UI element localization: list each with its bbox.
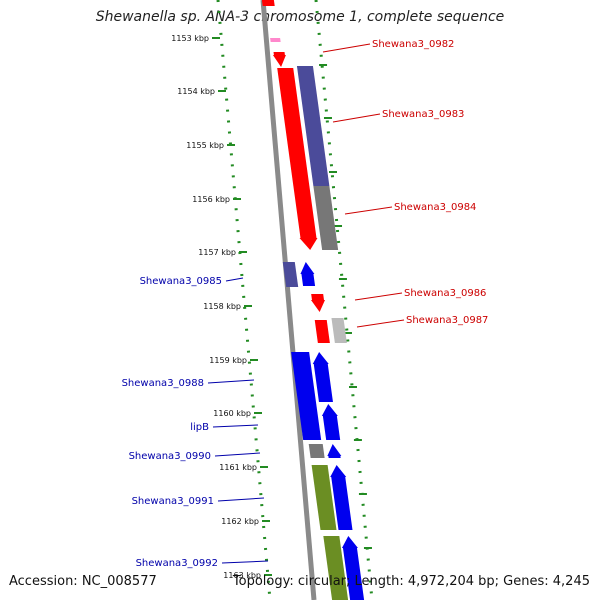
gene-label-text: Shewana3_0986 (404, 288, 486, 299)
gene-label-text: Shewana3_0992 (136, 558, 218, 569)
gene-shewana3-0987-b (331, 318, 347, 343)
gene-label-text: Shewana3_0988 (122, 378, 204, 389)
gene-label: Shewana3_0992 (136, 558, 269, 569)
chromosome-backbone (260, 0, 317, 600)
gene-shewana3-0985 (282, 262, 299, 287)
ruler-tick-label: 1158 kbp (203, 302, 241, 311)
gene-label-text: Shewana3_0985 (140, 276, 222, 287)
gene-label: Shewana3_0987 (356, 315, 488, 328)
gene-label: lipB (190, 422, 259, 433)
ruler-track-inner (216, 0, 272, 600)
gene-label: Shewana3_0984 (344, 202, 476, 215)
gene-label-leader (217, 497, 265, 502)
gene-label-text: Shewana3_0984 (394, 202, 476, 213)
gene-label-leader (322, 43, 371, 53)
gene-shewana3-0984-part (293, 186, 318, 250)
gene-label-text: Shewana3_0990 (129, 451, 211, 462)
gene-label: Shewana3_0983 (332, 109, 464, 123)
gene-feature (261, 0, 275, 6)
gene-label-leader (332, 113, 381, 123)
gene-shewana3-0990 (308, 444, 325, 458)
gene-label-leader (354, 292, 403, 301)
ruler-tick-label: 1161 kbp (219, 463, 257, 472)
gene-label-text: lipB (190, 422, 209, 433)
gene-label-text: Shewana3_0987 (406, 315, 488, 326)
gene-label-leader (214, 452, 261, 457)
gene-shewana3-0988 (291, 352, 322, 440)
gene-shewana3-0985-b (300, 262, 316, 286)
ruler-tick-label: 1155 kbp (186, 141, 224, 150)
gene-shewana3-0991-b (330, 465, 353, 530)
ruler-tick-label: 1159 kbp (209, 356, 247, 365)
ruler-tick-label: 1160 kbp (213, 409, 251, 418)
map-title: Shewanella sp. ANA-3 chromosome 1, compl… (95, 9, 505, 25)
gene-shewana3-0987 (314, 320, 330, 343)
ruler-tick-label: 1162 kbp (221, 517, 259, 526)
ruler-tick-label: 1154 kbp (177, 87, 215, 96)
gene-shewana3-0991 (311, 465, 337, 530)
gene-lipb (321, 404, 341, 440)
ruler-tick-label: 1163 kbp (223, 571, 261, 580)
gene-shewana3-0982 (272, 52, 286, 67)
gene-label: Shewana3_0991 (132, 496, 265, 507)
gene-shewana3-0988-b (312, 352, 333, 402)
gene-shewana3-0983-strand (296, 66, 330, 186)
gene-label-leader (356, 319, 405, 328)
gene-shewana3-0992 (323, 536, 349, 600)
gene-label-leader (221, 560, 269, 564)
gene-shewana3-0990-b (327, 444, 342, 458)
gene-label-text: Shewana3_0991 (132, 496, 214, 507)
gene-label: Shewana3_0990 (129, 451, 261, 462)
gene-label-leader (207, 379, 255, 384)
ruler-tick-label: 1157 kbp (198, 248, 236, 257)
ruler-tick-label: 1153 kbp (171, 34, 209, 43)
gene-label-leader (225, 277, 244, 282)
gene-label: Shewana3_0988 (122, 378, 255, 389)
gene-label: Shewana3_0982 (322, 39, 454, 53)
topology-text: Topology: circular; Length: 4,972,204 bp… (232, 574, 590, 589)
gene-label-text: Shewana3_0982 (372, 39, 454, 50)
gene-shewana3-0984 (313, 186, 339, 250)
gene-shewana3-0992-b (341, 536, 365, 600)
gene-label: Shewana3_0986 (354, 288, 486, 301)
gene-label-text: Shewana3_0983 (382, 109, 464, 120)
gene-shewana3-0986 (310, 294, 325, 312)
gene-label-leader (344, 206, 393, 215)
ruler-tick-label: 1156 kbp (192, 195, 230, 204)
gene-label: Shewana3_0985 (140, 276, 244, 287)
accession-text: Accession: NC_008577 (9, 574, 157, 589)
gene-shewana3-0983 (277, 68, 310, 186)
ruler-track-outer (314, 0, 374, 600)
gene-label-leader (212, 424, 259, 428)
gene-feature (270, 38, 281, 42)
